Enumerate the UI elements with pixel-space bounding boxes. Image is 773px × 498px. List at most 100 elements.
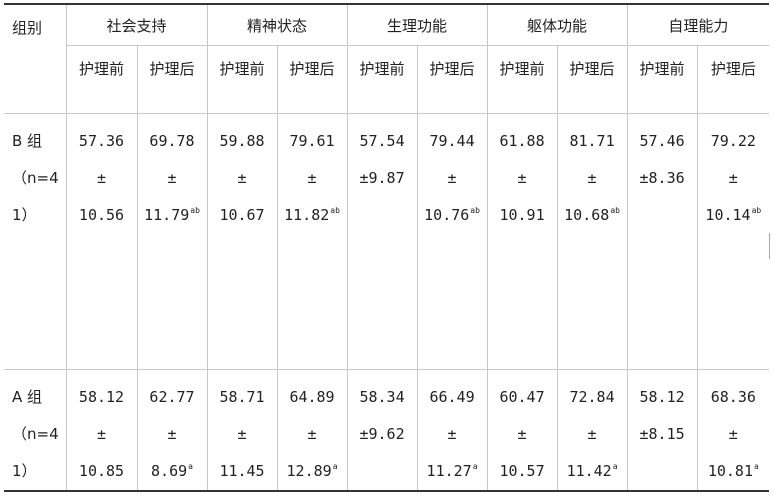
value-cell: 69.78 ±11.79ab: [136, 113, 208, 370]
value-cell: 66.49 ±11.27a: [416, 369, 488, 492]
value-line: 57.54: [348, 123, 417, 160]
value-line: 11.42a: [558, 453, 627, 490]
value-line: 68.36: [698, 379, 770, 416]
value-line: 62.77: [138, 379, 207, 416]
value-text: ±: [517, 425, 527, 443]
value-text: 69.78: [149, 132, 195, 150]
value-line: 72.84: [558, 379, 627, 416]
value-line: 58.12: [628, 379, 697, 416]
value-line: 10.68ab: [558, 197, 627, 234]
group-label-line: 1）: [12, 462, 37, 480]
group-label-line: （n=4: [12, 169, 59, 187]
value-text: 58.12: [78, 388, 125, 406]
value-line: ±9.62: [348, 416, 417, 453]
category-header: 生理功能: [346, 3, 488, 46]
value-line: ±: [488, 160, 557, 197]
sub-header-after: 护理后: [696, 45, 770, 114]
value-text: 11.79: [144, 206, 190, 224]
value-text: 79.61: [289, 132, 335, 150]
value-text: ±9.87: [359, 169, 405, 187]
value-line: ±: [208, 160, 277, 197]
value-text: ±: [728, 169, 738, 187]
value-line: 60.47: [488, 379, 557, 416]
value-text: ±: [447, 425, 457, 443]
value-line: 58.34: [348, 379, 417, 416]
significance-mark: a: [188, 462, 193, 471]
sub-header-before: 护理前: [206, 45, 278, 114]
value-cell: 62.77 ±8.69a: [136, 369, 208, 492]
value-line: ±: [418, 160, 487, 197]
value-text: 10.57: [499, 462, 545, 480]
category-header: 躯体功能: [486, 3, 628, 46]
value-line: 79.22: [698, 123, 770, 160]
value-line: 58.12: [67, 379, 137, 416]
value-text: 10.81: [707, 462, 753, 480]
value-text: 10.91: [499, 206, 545, 224]
value-text: ±: [167, 169, 177, 187]
value-text: ±: [728, 425, 738, 443]
value-text: ±: [587, 169, 597, 187]
significance-mark: ab: [470, 206, 480, 215]
sub-header-before: 护理前: [626, 45, 698, 114]
sub-header-after: 护理后: [416, 45, 488, 114]
value-line: 69.78: [138, 123, 207, 160]
value-line: 61.88: [488, 123, 557, 160]
value-text: 10.56: [78, 206, 125, 224]
value-cell: 81.71 ±10.68ab: [556, 113, 628, 370]
category-header: 精神状态: [206, 3, 348, 46]
value-line: ±8.36: [628, 160, 697, 197]
value-line: ±: [278, 416, 347, 453]
sub-header-before: 护理前: [65, 45, 138, 114]
value-text: 10.67: [219, 206, 265, 224]
value-text: 58.12: [639, 388, 685, 406]
value-cell: 58.34 ±9.62: [346, 369, 418, 492]
group-label-line: B 组: [12, 132, 43, 150]
value-text: 11.82: [284, 206, 330, 224]
table-row: A 组（n=4 1） 58.12 ±10.85 62.77 ±8.69a 58.71 ±11.…: [4, 369, 770, 492]
significance-mark: ab: [190, 206, 200, 215]
value-line: ±: [278, 160, 347, 197]
value-line: 10.56: [67, 197, 137, 234]
value-line: ±: [698, 160, 770, 197]
table-row: B 组（n=4 1） 57.36 ±10.56 69.78 ±11.79ab 59.88 ±1…: [4, 113, 770, 370]
scroll-edge-mark: [769, 233, 773, 259]
value-text: 60.47: [499, 388, 545, 406]
header-row-subcolumns: 护理前 护理后 护理前 护理后 护理前 护理后 护理前 护理后 护理前 护理后: [4, 45, 770, 114]
value-text: 58.71: [219, 388, 265, 406]
value-text: 61.88: [499, 132, 545, 150]
value-line: ±: [67, 160, 137, 197]
value-text: 10.14: [705, 206, 751, 224]
value-line: ±: [67, 416, 137, 453]
value-text: ±8.15: [639, 425, 685, 443]
significance-mark: ab: [330, 206, 340, 215]
value-line: 8.69a: [138, 453, 207, 490]
value-text: ±: [237, 169, 247, 187]
value-text: 57.36: [78, 132, 125, 150]
value-text: 57.46: [639, 132, 685, 150]
value-line: ±9.87: [348, 160, 417, 197]
group-label-cell: B 组 （n=4 1）: [4, 113, 67, 370]
group-label-line: （n=4: [12, 425, 59, 443]
group-label-line: 1）: [12, 206, 37, 224]
value-text: 12.89: [286, 462, 332, 480]
value-line: 11.45: [208, 453, 277, 490]
category-header: 自理能力: [626, 3, 770, 46]
value-line: 57.36: [67, 123, 137, 160]
value-line: ±: [138, 416, 207, 453]
value-line: 12.89a: [278, 453, 347, 490]
value-text: 79.44: [429, 132, 475, 150]
value-line: ±: [418, 416, 487, 453]
value-line: 59.88: [208, 123, 277, 160]
value-text: ±9.62: [359, 425, 405, 443]
value-cell: 79.44 ±10.76ab: [416, 113, 488, 370]
value-line: 79.61: [278, 123, 347, 160]
value-text: ±: [447, 169, 457, 187]
value-text: ±: [237, 425, 247, 443]
value-cell: 61.88 ±10.91: [486, 113, 558, 370]
group-label-line: A 组: [12, 388, 43, 406]
value-line: 58.71: [208, 379, 277, 416]
header-row-categories: 组别 社会支持 精神状态 生理功能 躯体功能 自理能力: [4, 3, 770, 114]
value-cell: 58.71 ±11.45: [206, 369, 278, 492]
value-text: 10.85: [78, 462, 125, 480]
value-cell: 57.46 ±8.36: [626, 113, 698, 370]
